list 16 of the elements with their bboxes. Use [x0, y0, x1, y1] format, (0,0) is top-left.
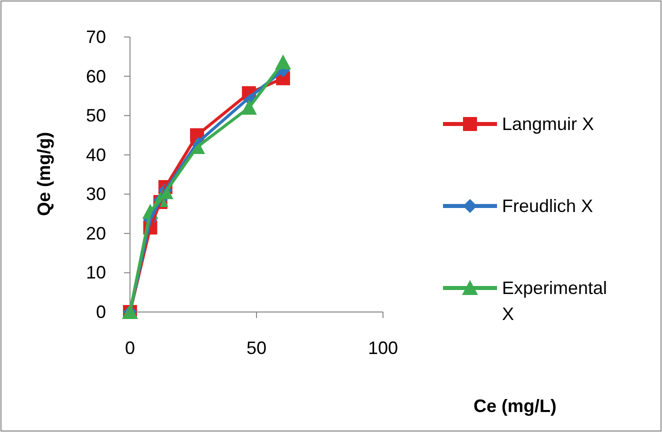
legend-label: Freudlich X [502, 196, 594, 216]
y-tick-label: 0 [96, 302, 106, 322]
y-tick-label: 30 [86, 184, 106, 204]
y-axis-title: Qe (mg/g) [34, 132, 54, 216]
y-tick-label: 40 [86, 144, 106, 165]
y-tick-label: 20 [86, 223, 106, 244]
x-tick-label: 50 [246, 338, 267, 358]
y-tick-label: 50 [86, 106, 106, 126]
y-tick-label: 60 [86, 66, 106, 86]
x-tick-label: 100 [368, 338, 398, 358]
y-tick-label: 10 [86, 262, 106, 283]
legend-label: Experimental X [502, 278, 608, 324]
legend-label: Langmuir X [502, 114, 594, 134]
y-tick-label: 70 [86, 27, 106, 47]
x-tick-label: 0 [124, 338, 136, 358]
x-axis-title: Ce (mg/L) [474, 396, 556, 416]
